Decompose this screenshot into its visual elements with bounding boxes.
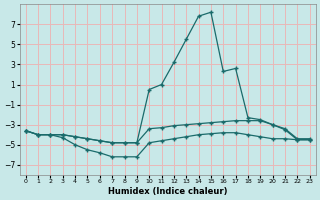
X-axis label: Humidex (Indice chaleur): Humidex (Indice chaleur) xyxy=(108,187,228,196)
